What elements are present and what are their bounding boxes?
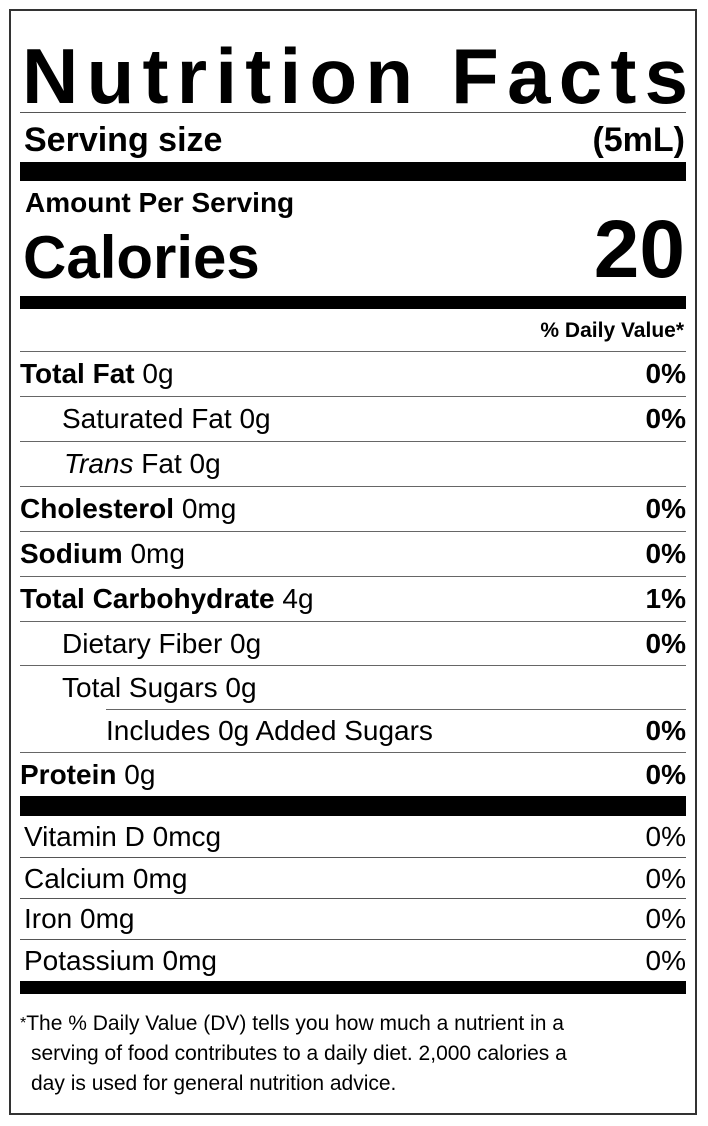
footnote-text: The % Daily Value (DV) tells you how muc… (26, 1012, 564, 1035)
daily-value: 0% (645, 358, 686, 389)
thick-bar (20, 296, 686, 309)
nutrient-amount: 0mg (130, 538, 185, 569)
nutrient-row: Total Fat 0g 0% (20, 351, 686, 396)
nutrient-name: Includes 0g Added Sugars (106, 715, 433, 746)
vitamin-name: Calcium (24, 863, 126, 894)
footnote-line: day is used for general nutrition advice… (31, 1072, 397, 1095)
nutrient-row: Total Sugars 0g (20, 665, 686, 710)
nutrient-name: Sodium (20, 538, 123, 569)
daily-value: 0% (645, 903, 686, 934)
daily-value: 0% (645, 628, 686, 659)
nutrient-row: Trans Fat 0g (20, 441, 686, 486)
nutrient-row: Total Carbohydrate 4g 1% (20, 576, 686, 621)
vitamin-row: Iron 0mg 0% (20, 898, 686, 939)
vitamin-row: Vitamin D 0mcg 0% (20, 816, 686, 857)
nutrient-amount: 0g (230, 628, 262, 659)
nutrient-amount: 0mg (181, 493, 237, 524)
daily-value: 0% (645, 863, 686, 894)
nutrient-name: Total Fat (20, 358, 135, 389)
daily-value: 0% (645, 493, 686, 524)
calories-label: Calories (23, 224, 260, 291)
amount-per-serving: Amount Per Serving (25, 187, 295, 218)
nutrient-amount: 4g (282, 583, 314, 614)
title: Nutrition Facts (22, 32, 688, 115)
footnote: *The % Daily Value (DV) tells you how mu… (20, 1009, 686, 1099)
nutrient-name: Dietary Fiber (62, 628, 223, 659)
footnote-line: *The % Daily Value (DV) tells you how mu… (20, 1009, 686, 1039)
daily-value: 0% (645, 759, 686, 790)
daily-value: 1% (645, 583, 686, 614)
vitamin-name: Potassium (24, 945, 155, 976)
nutrient-row: Dietary Fiber 0g 0% (20, 621, 686, 666)
footnote-line: serving of food contributes to a daily d… (31, 1042, 567, 1065)
divider (20, 112, 686, 113)
serving-size-label: Serving size (24, 121, 223, 159)
divider (20, 857, 686, 858)
calories: 20 (593, 204, 685, 295)
nutrition-label: Nutrition Facts Serving size (5mL) Amoun… (9, 9, 697, 1115)
daily-value: 0% (645, 821, 686, 852)
nutrient-name: Saturated Fat (62, 403, 232, 434)
nutrient-name: Protein (20, 759, 117, 790)
title-svg: Nutrition Facts (22, 32, 688, 115)
divider (20, 939, 686, 940)
nutrient-row: Saturated Fat 0g 0% (20, 396, 686, 441)
divider (20, 898, 686, 899)
vitamin-row: Potassium 0mg 0% (20, 940, 686, 981)
nutrient-name: Fat (141, 448, 182, 479)
nutrient-row: Cholesterol 0mg 0% (20, 486, 686, 531)
nutrient-row: Protein 0g 0% (20, 752, 686, 797)
thick-bar (20, 981, 686, 994)
serving-size: (5mL) (592, 121, 685, 159)
daily-value: 0% (645, 403, 686, 434)
nutrient-amount: 0g (142, 358, 174, 389)
nutrient-amount: 0g (189, 448, 221, 479)
vitamin-amount: 0mcg (152, 821, 222, 852)
nutrient-name-italic: Trans (64, 448, 134, 479)
nutrient-name: Cholesterol (20, 493, 175, 524)
vitamin-amount: 0mg (132, 863, 188, 894)
nutrient-name: Total Sugars (62, 672, 218, 703)
vitamin-amount: 0mg (162, 945, 217, 976)
vitamin-row: Calcium 0mg 0% (20, 858, 686, 899)
daily-value: 0% (645, 538, 686, 569)
vitamin-name: Iron (24, 903, 73, 934)
daily-value: 0% (645, 945, 686, 976)
nutrient-amount: 0g (124, 759, 156, 790)
nutrient-name: Total Carbohydrate (20, 583, 275, 614)
nutrient-row: Includes 0g Added Sugars 0% (106, 709, 686, 752)
vitamin-amount: 0mg (80, 903, 135, 934)
thick-bar (20, 162, 686, 181)
nutrient-amount: 0g (239, 403, 271, 434)
nutrient-amount: 0g (225, 672, 257, 703)
vitamin-name: Vitamin D (24, 821, 145, 852)
footnote-marker: * (20, 1015, 27, 1032)
daily-value-heading: % Daily Value* (540, 319, 684, 342)
daily-value: 0% (645, 715, 686, 746)
nutrient-row: Sodium 0mg 0% (20, 531, 686, 576)
thick-bar (20, 796, 686, 816)
